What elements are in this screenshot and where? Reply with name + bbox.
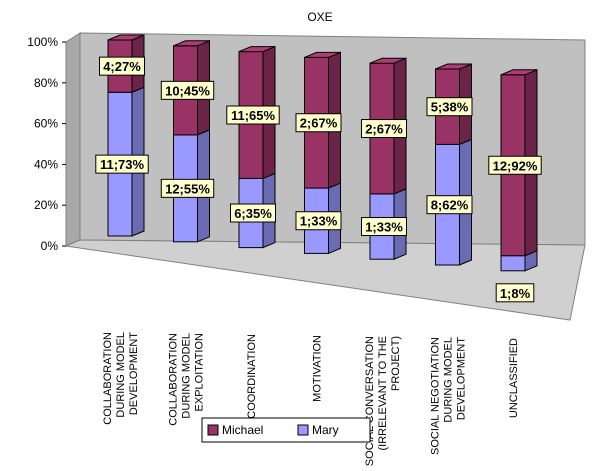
category-label: DURING MODEL bbox=[443, 337, 455, 423]
data-label-michael: 12;92% bbox=[488, 155, 542, 175]
bar-michael-top bbox=[369, 57, 407, 64]
category-label: MOTIVATION bbox=[312, 335, 324, 402]
side-wall bbox=[65, 32, 81, 247]
data-label-mary-box bbox=[426, 195, 473, 215]
legend-box bbox=[201, 417, 371, 443]
data-label-michael-box bbox=[226, 105, 280, 125]
category-label: SOCIAL NEGOTIATION bbox=[430, 337, 442, 455]
category-label: DURING MODEL bbox=[115, 332, 127, 418]
y-tick-label: 60% bbox=[34, 117, 58, 131]
data-label-michael: 5;38% bbox=[426, 97, 473, 117]
category-label: PROJECT) bbox=[390, 336, 402, 391]
y-tick-label: 0% bbox=[41, 239, 59, 253]
data-label-michael-box bbox=[99, 56, 145, 76]
data-label-mary: 8;62% bbox=[426, 195, 473, 215]
legend-swatch-michael bbox=[207, 424, 219, 436]
y-tick-label: 80% bbox=[34, 76, 58, 90]
data-label-michael-box bbox=[488, 155, 542, 175]
legend-label-michael: Michael bbox=[222, 423, 263, 437]
data-label-michael: 2;67% bbox=[295, 113, 342, 133]
bar-michael-top bbox=[238, 46, 276, 53]
category-label: DEVELOPMENT bbox=[456, 337, 468, 420]
bar-michael-top bbox=[435, 63, 472, 70]
legend-swatch-mary bbox=[297, 424, 309, 436]
data-label-michael-box bbox=[361, 119, 407, 139]
data-label-michael-text: 10;45% bbox=[165, 83, 210, 98]
data-label-michael-text: 4;27% bbox=[103, 59, 141, 74]
legend: Michael Mary bbox=[201, 417, 371, 443]
data-label-michael: 4;27% bbox=[99, 56, 145, 76]
data-label-mary-box bbox=[160, 178, 215, 198]
data-label-mary-text: 1;8% bbox=[500, 286, 531, 301]
category-label: DURING MODEL bbox=[181, 333, 193, 419]
data-labels: 4;27% 11;73% 10;45% 12;55% 11;65% 6;35% 2;67% 1… bbox=[95, 56, 542, 303]
data-label-mary-box bbox=[295, 211, 342, 231]
data-label-michael-text: 11;65% bbox=[231, 108, 276, 123]
category-label: COORDINATION bbox=[246, 334, 258, 419]
category-label: DEVELOPMENT bbox=[128, 332, 140, 415]
data-label-mary-box bbox=[230, 203, 276, 223]
data-label-mary: 1;33% bbox=[295, 211, 342, 231]
data-label-michael-box bbox=[295, 113, 342, 133]
y-tick-label: 20% bbox=[34, 198, 58, 212]
data-label-mary-text: 8;62% bbox=[431, 198, 469, 213]
data-label-michael-box bbox=[426, 97, 473, 117]
bar-mary-front bbox=[500, 255, 526, 272]
category-label: COLLABORATION bbox=[102, 332, 114, 425]
chart-title: OXE bbox=[307, 10, 332, 24]
y-tick-label: 100% bbox=[27, 35, 58, 49]
data-label-mary-box bbox=[495, 283, 535, 303]
category-label: UNCLASSIFIED bbox=[508, 338, 520, 418]
legend-label-mary: Mary bbox=[312, 423, 339, 437]
data-label-michael: 2;67% bbox=[361, 119, 407, 139]
data-label-michael: 10;45% bbox=[160, 80, 215, 100]
bar-michael-top bbox=[500, 69, 538, 76]
data-label-mary: 1;8% bbox=[495, 283, 535, 303]
bar-michael-top bbox=[173, 40, 210, 47]
data-label-michael-text: 12;92% bbox=[493, 158, 538, 173]
x-axis-labels: COLLABORATION DURING MODEL DEVELOPMENT COLL… bbox=[102, 332, 520, 466]
data-label-mary-text: 12;55% bbox=[165, 181, 210, 196]
category-label: SOCIAL CONVERSATION bbox=[364, 336, 376, 466]
bar-michael-top bbox=[304, 51, 341, 58]
data-label-mary: 12;55% bbox=[160, 178, 215, 198]
data-label-mary-text: 1;33% bbox=[300, 214, 338, 229]
bar-michael-top bbox=[107, 34, 145, 41]
data-label-michael-box bbox=[160, 80, 215, 100]
data-label-mary-text: 6;35% bbox=[234, 206, 272, 221]
data-label-michael-text: 2;67% bbox=[300, 116, 338, 131]
data-label-mary-text: 11;73% bbox=[100, 157, 145, 172]
data-label-mary-box bbox=[361, 217, 407, 237]
data-label-michael: 11;65% bbox=[226, 105, 280, 125]
category-label: COLLABORATION bbox=[168, 333, 180, 426]
data-label-mary-text: 1;33% bbox=[365, 220, 403, 235]
category-label: (IRRELEVANT TO THE bbox=[377, 336, 389, 451]
data-label-mary: 6;35% bbox=[230, 203, 276, 223]
data-label-michael-text: 2;67% bbox=[365, 122, 403, 137]
data-label-mary-box bbox=[95, 154, 149, 174]
category-label: EXPLOITATION bbox=[194, 333, 206, 411]
y-tick-label: 40% bbox=[34, 157, 58, 171]
data-label-michael-text: 5;38% bbox=[431, 100, 469, 115]
data-label-mary: 11;73% bbox=[95, 154, 149, 174]
y-axis: 0% 20% 40% 60% 80% 100% bbox=[27, 35, 66, 253]
data-label-mary: 1;33% bbox=[361, 217, 407, 237]
